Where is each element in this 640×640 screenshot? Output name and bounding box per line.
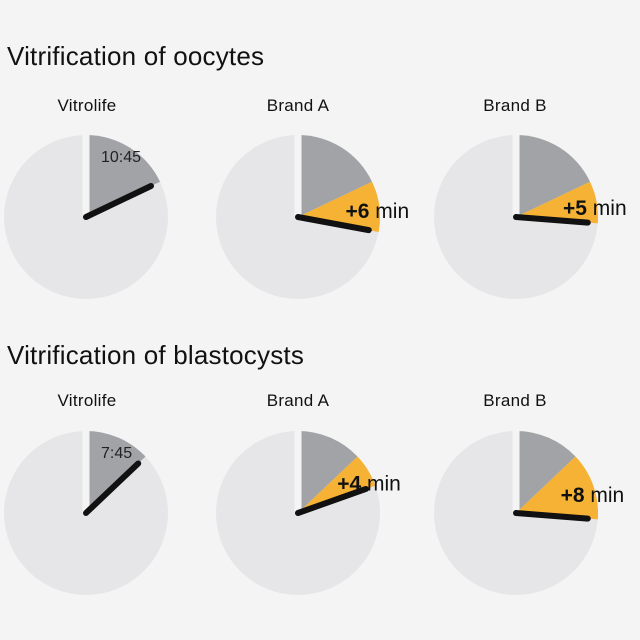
elapsed-wedge-blastocysts-brand-a bbox=[298, 431, 358, 513]
time-label-oocytes-vitrolife: 10:45 bbox=[101, 149, 141, 166]
extra-time-wedge-blastocysts-brand-b bbox=[516, 456, 599, 520]
extra-time-amount: +4 bbox=[337, 473, 361, 496]
time-label-blastocysts-vitrolife: 7:45 bbox=[101, 445, 132, 462]
clock-hand-blastocysts-brand-b bbox=[513, 510, 591, 522]
extra-time-label-blastocysts-brand-b: +8 min bbox=[561, 484, 625, 507]
clock-label-blastocysts-vitrolife: Vitrolife bbox=[57, 391, 117, 410]
extra-time-amount: +5 bbox=[563, 197, 587, 220]
extra-time-amount: +8 bbox=[561, 484, 585, 507]
extra-time-unit: min bbox=[369, 200, 409, 223]
clock-label-oocytes-brand-a: Brand A bbox=[266, 96, 330, 115]
clock-hand-oocytes-brand-a bbox=[295, 214, 372, 234]
extra-time-unit: min bbox=[587, 197, 627, 220]
clock-hand-blastocysts-brand-a bbox=[295, 485, 369, 516]
extra-time-unit: min bbox=[361, 473, 401, 496]
elapsed-wedge-oocytes-brand-a bbox=[298, 135, 373, 217]
clock-label-oocytes-brand-b: Brand B bbox=[483, 96, 547, 115]
clock-label-blastocysts-brand-b: Brand B bbox=[483, 391, 547, 410]
clock-hand-oocytes-brand-b bbox=[513, 214, 591, 226]
clock-hand-oocytes-vitrolife bbox=[83, 183, 154, 220]
clock-label-oocytes-vitrolife: Vitrolife bbox=[57, 96, 117, 115]
section-title-oocytes: Vitrification of oocytes bbox=[7, 41, 265, 71]
elapsed-wedge-blastocysts-brand-b bbox=[516, 431, 576, 513]
extra-time-label-blastocysts-brand-a: +4 min bbox=[337, 473, 401, 496]
extra-time-unit: min bbox=[585, 484, 625, 507]
extra-time-label-oocytes-brand-a: +6 min bbox=[346, 200, 410, 223]
extra-time-wedge-blastocysts-brand-a bbox=[298, 456, 376, 513]
elapsed-wedge-oocytes-vitrolife bbox=[86, 135, 161, 217]
extra-time-label-oocytes-brand-b: +5 min bbox=[563, 197, 627, 220]
section-title-blastocysts: Vitrification of blastocysts bbox=[7, 340, 305, 370]
clock-label-blastocysts-brand-a: Brand A bbox=[266, 391, 330, 410]
elapsed-wedge-blastocysts-vitrolife bbox=[86, 431, 146, 513]
extra-time-wedge-oocytes-brand-b bbox=[516, 181, 599, 224]
elapsed-wedge-oocytes-brand-b bbox=[516, 135, 591, 217]
clock-hand-blastocysts-vitrolife bbox=[83, 460, 142, 516]
extra-time-amount: +6 bbox=[346, 200, 370, 223]
